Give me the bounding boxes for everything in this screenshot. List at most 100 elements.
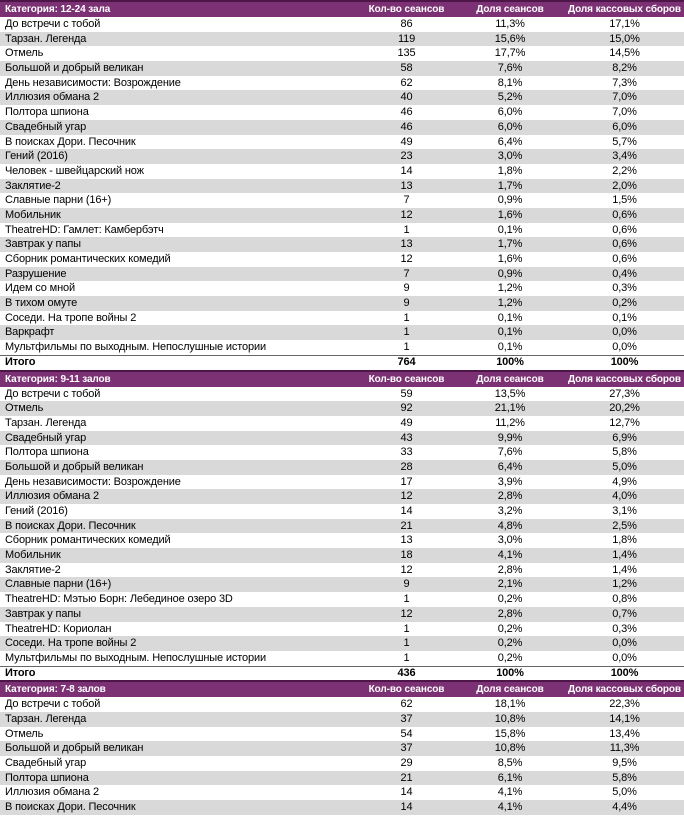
film-title-cell: Полтора шпиона: [5, 106, 89, 119]
table-row: Человек - швейцарский нож 14 1,8% 2,2%: [0, 163, 684, 179]
table-row: До встречи с тобой 86 11,3% 17,1%: [0, 17, 684, 32]
table-row: Большой и добрый великан 58 7,6% 8,2%: [0, 61, 684, 76]
value-cell: 1: [403, 651, 410, 664]
category-section-1: Категория: 12-24 зала Кол-во сеансов Доля …: [0, 0, 684, 370]
value-cell: 21,1%: [494, 402, 526, 415]
value-cell: 6,1%: [497, 771, 523, 784]
value-cell: 43: [400, 431, 413, 444]
table-row: Иллюзия обмана 2 14 4,1% 5,0%: [0, 785, 684, 801]
value-cell: 0,2%: [612, 297, 637, 310]
value-cell: 11,3%: [609, 742, 640, 755]
value-cell: 8,1%: [497, 76, 523, 89]
value-cell: 2,8%: [497, 607, 523, 620]
value-cell: 3,2%: [497, 505, 523, 517]
value-cell: 5,8%: [612, 446, 637, 459]
value-cell: 40: [400, 91, 413, 104]
film-title-cell: Идем со мной: [5, 282, 75, 295]
value-cell: 1,8%: [497, 164, 523, 177]
value-cell: 6,4%: [497, 460, 523, 473]
column-header: Доля сеансов: [476, 684, 544, 696]
total-value-cell: 100%: [610, 667, 639, 680]
table-row: В тихом омуте 9 1,2% 0,2%: [0, 296, 684, 311]
table-row: Завтрак у папы 12 2,8% 0,7%: [0, 606, 684, 622]
value-cell: 3,4%: [612, 150, 637, 163]
value-cell: 9: [403, 282, 410, 295]
column-header: Доля сеансов: [476, 373, 544, 385]
value-cell: 1: [403, 593, 410, 606]
value-cell: 15,6%: [494, 32, 526, 45]
value-cell: 0,4%: [612, 267, 637, 280]
value-cell: 4,1%: [497, 549, 523, 562]
value-cell: 12: [400, 253, 413, 265]
value-cell: 20,2%: [609, 402, 640, 415]
value-cell: 9: [403, 297, 410, 310]
column-header: Доля кассовых сборов: [568, 373, 681, 385]
category-label: Категория: 12-24 зала: [5, 4, 111, 15]
total-value-cell: 100%: [496, 667, 524, 680]
film-title-cell: В тихом омуте: [5, 297, 78, 310]
film-title-cell: Свадебный угар: [5, 431, 87, 444]
column-header: Кол-во сеансов: [368, 4, 445, 15]
value-cell: 4,8%: [497, 519, 523, 532]
value-cell: 3,1%: [612, 505, 637, 517]
table-row: Мультфильмы по выходным. Непослушные ист…: [0, 340, 684, 355]
value-cell: 0,0%: [612, 326, 637, 339]
film-title-cell: TheatreHD: Гамлет: Камбербэтч: [5, 223, 164, 236]
table-row: Полтора шпиона 33 7,6% 5,8%: [0, 445, 684, 460]
value-cell: 9: [403, 578, 410, 591]
film-title-cell: Соседи. На тропе войны 2: [5, 637, 137, 650]
category-label: Категория: 7-8 залов: [5, 684, 106, 696]
value-cell: 0,9%: [497, 267, 523, 280]
table-row: День независимости: Возрождение 62 8,1% 7,3…: [0, 75, 684, 91]
value-cell: 7,0%: [612, 106, 637, 119]
value-cell: 0,6%: [612, 208, 637, 221]
value-cell: 58: [400, 62, 413, 75]
value-cell: 0,0%: [612, 651, 637, 664]
value-cell: 2,8%: [497, 490, 523, 503]
value-cell: 22,3%: [609, 698, 640, 711]
value-cell: 9,9%: [497, 431, 523, 444]
value-cell: 14,5%: [609, 47, 640, 60]
value-cell: 0,2%: [497, 622, 523, 635]
value-cell: 46: [400, 106, 413, 119]
section-header-row: Категория: 9-11 залов Кол-во сеансов Доля …: [0, 369, 684, 387]
value-cell: 5,0%: [612, 460, 637, 473]
film-title-cell: Соседи. На тропе войны 2: [5, 311, 137, 324]
table-row: Тарзан. Легенда 37 10,8% 14,1%: [0, 711, 684, 727]
category-section-3: Категория: 7-8 залов Кол-во сеансов Доля с…: [0, 680, 684, 815]
film-title-cell: Тарзан. Легенда: [5, 416, 87, 429]
table-row: Разрушение 7 0,9% 0,4%: [0, 266, 684, 282]
value-cell: 46: [400, 120, 413, 133]
value-cell: 7,3%: [612, 76, 637, 89]
film-title-cell: Славные парни (16+): [5, 194, 112, 207]
film-title-cell: В поисках Дори. Песочник: [5, 519, 136, 532]
value-cell: 135: [397, 47, 416, 60]
value-cell: 6,4%: [497, 135, 523, 148]
value-cell: 4,1%: [497, 801, 523, 814]
value-cell: 5,0%: [612, 786, 637, 799]
table-row: Сборник романтических комедий 13 3,0% 1,8%: [0, 533, 684, 549]
column-header: Кол-во сеансов: [368, 684, 445, 696]
value-cell: 62: [400, 76, 413, 89]
film-title-cell: Отмель: [5, 47, 44, 60]
section-header-row: Категория: 7-8 залов Кол-во сеансов Доля с…: [0, 680, 684, 698]
film-title-cell: Большой и добрый великан: [5, 742, 144, 755]
film-title-cell: Мобильник: [5, 208, 61, 221]
table-row: Соседи. На тропе войны 2 1 0,2% 0,0%: [0, 636, 684, 651]
value-cell: 21: [400, 519, 413, 532]
value-cell: 5,8%: [612, 771, 637, 784]
film-title-cell: День независимости: Возрождение: [5, 76, 181, 89]
value-cell: 7: [403, 267, 410, 280]
table-row: Свадебный угар 46 6,0% 6,0%: [0, 119, 684, 135]
value-cell: 4,9%: [612, 475, 637, 488]
value-cell: 0,6%: [612, 253, 637, 265]
value-cell: 1: [403, 637, 410, 650]
total-value-cell: 100%: [496, 356, 524, 369]
value-cell: 2,1%: [497, 578, 523, 591]
film-title-cell: Отмель: [5, 402, 44, 415]
total-value-cell: 100%: [610, 356, 639, 369]
film-title-cell: Тарзан. Легенда: [5, 712, 87, 725]
table-row: TheatreHD: Кориолан 1 0,2% 0,3%: [0, 621, 684, 637]
value-cell: 49: [400, 135, 413, 148]
